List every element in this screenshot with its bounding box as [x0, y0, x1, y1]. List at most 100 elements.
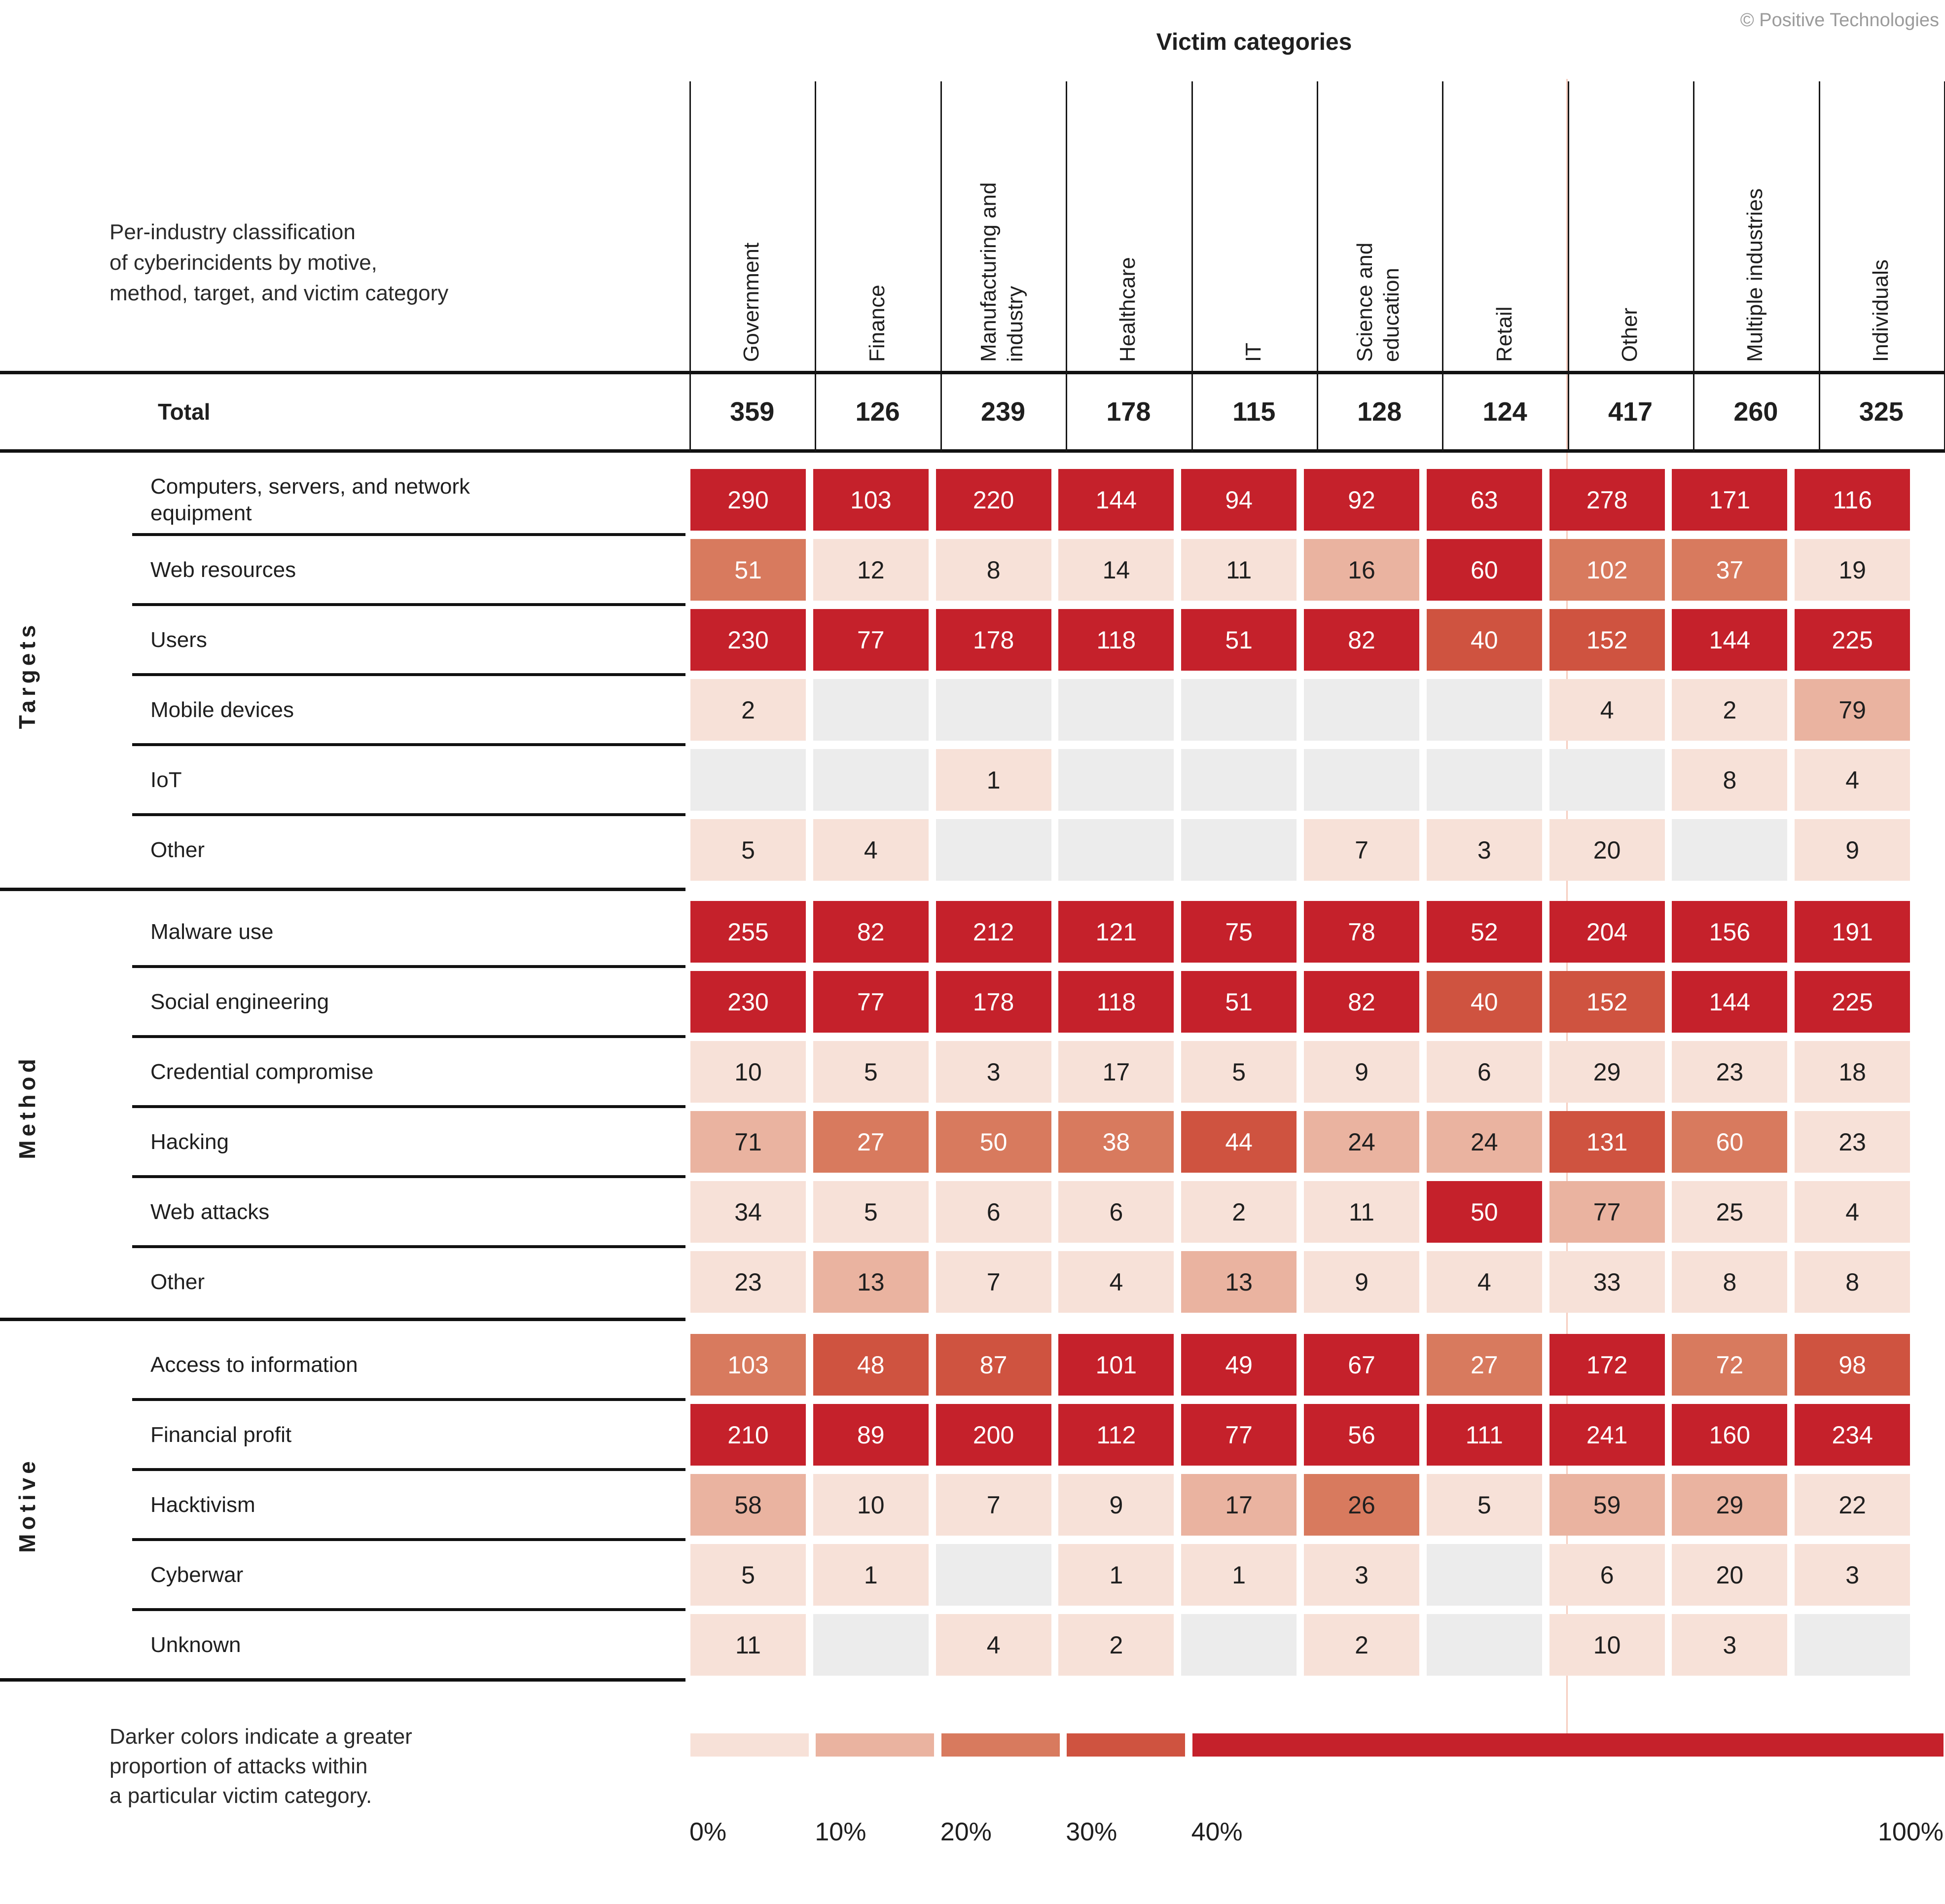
heatmap-cell: 63 [1426, 469, 1542, 531]
section-boundary-rule [0, 888, 685, 891]
heatmap-cell: 51 [690, 539, 806, 601]
heatmap-cell: 116 [1795, 469, 1910, 531]
heatmap-cell [936, 679, 1051, 741]
heatmap-cell: 4 [936, 1614, 1051, 1676]
heatmap-cell: 9 [1795, 819, 1910, 881]
row-separator-rule [132, 743, 685, 746]
heatmap-cell: 171 [1672, 469, 1788, 531]
heatmap-cell: 14 [1058, 539, 1174, 601]
heatmap-cell: 8 [1795, 1251, 1910, 1313]
column-header: Government [739, 242, 764, 362]
heatmap-cell [1304, 749, 1419, 811]
heatmap-cell [1672, 819, 1788, 881]
heatmap-cell: 4 [1426, 1251, 1542, 1313]
total-value: 178 [1106, 397, 1151, 427]
heatmap-cell: 4 [1058, 1251, 1174, 1313]
legend-percent-label: 0% [689, 1818, 727, 1846]
heatmap-cell: 77 [1181, 1404, 1297, 1466]
heatmap-cell: 37 [1672, 539, 1788, 601]
heatmap-cell: 178 [936, 971, 1051, 1033]
heatmap-cell [936, 819, 1051, 881]
heatmap-cell: 82 [1304, 609, 1419, 671]
heatmap-cell: 20 [1672, 1544, 1788, 1606]
heatmap-cell: 60 [1672, 1111, 1788, 1173]
heatmap-cell: 49 [1181, 1334, 1297, 1396]
total-row-bottom-rule [0, 449, 1945, 453]
heatmap-cell: 9 [1304, 1041, 1419, 1103]
heatmap-cell: 82 [813, 901, 929, 963]
heatmap-cell [813, 679, 929, 741]
row-label: Financial profit [150, 1422, 292, 1447]
heatmap-cell: 18 [1795, 1041, 1910, 1103]
heatmap-cell: 3 [1426, 819, 1542, 881]
heatmap-cell: 118 [1058, 971, 1174, 1033]
heatmap-cell: 98 [1795, 1334, 1910, 1396]
row-separator-rule [132, 1175, 685, 1178]
heatmap-cell: 255 [690, 901, 806, 963]
heatmap-cell: 7 [936, 1474, 1051, 1536]
heatmap-cell: 11 [1181, 539, 1297, 601]
total-row-label: Total [158, 399, 211, 425]
total-value: 260 [1733, 397, 1778, 427]
heatmap-cell: 25 [1672, 1181, 1788, 1243]
heatmap-cell: 103 [690, 1334, 806, 1396]
heatmap-cell: 27 [1426, 1334, 1542, 1396]
heatmap-cell: 144 [1058, 469, 1174, 531]
heatmap-cell: 23 [690, 1251, 806, 1313]
heatmap-cell: 200 [936, 1404, 1051, 1466]
heatmap-cell: 290 [690, 469, 806, 531]
heatmap-cell: 89 [813, 1404, 929, 1466]
heatmap-cell: 6 [1058, 1181, 1174, 1243]
heatmap-cell: 29 [1549, 1041, 1665, 1103]
column-separator-line [1191, 81, 1193, 452]
legend-percent-label: 100% [1878, 1818, 1944, 1846]
heatmap-cell: 17 [1058, 1041, 1174, 1103]
heatmap-cell [1181, 819, 1297, 881]
heatmap-cell: 4 [1795, 1181, 1910, 1243]
legend-color-segment [1192, 1733, 1944, 1757]
heatmap-cell: 92 [1304, 469, 1419, 531]
heatmap-cell: 8 [1672, 749, 1788, 811]
figure-description: Per-industry classification of cyberinci… [109, 220, 449, 305]
heatmap-cell: 5 [813, 1181, 929, 1243]
heatmap-cell: 2 [1058, 1614, 1174, 1676]
column-separator-line [1066, 81, 1068, 452]
row-label: Other [150, 1269, 205, 1294]
row-separator-rule [132, 1245, 685, 1248]
heatmap-cell: 38 [1058, 1111, 1174, 1173]
heatmap-cell: 6 [1426, 1041, 1542, 1103]
heatmap-cell: 112 [1058, 1404, 1174, 1466]
heatmap-cell [813, 1614, 929, 1676]
heatmap-cell: 234 [1795, 1404, 1910, 1466]
heatmap-cell: 40 [1426, 971, 1542, 1033]
row-separator-rule [132, 1608, 685, 1611]
legend-percent-label: 30% [1066, 1818, 1117, 1846]
total-value: 126 [855, 397, 900, 427]
legend-percent-label: 20% [940, 1818, 992, 1846]
heatmap-cell: 118 [1058, 609, 1174, 671]
heatmap-cell: 71 [690, 1111, 806, 1173]
heatmap-cell: 20 [1549, 819, 1665, 881]
row-label: Access to information [150, 1352, 358, 1377]
heatmap-cell: 156 [1672, 901, 1788, 963]
heatmap-cell: 2 [1304, 1614, 1419, 1676]
heatmap-cell [1426, 679, 1542, 741]
heatmap-cell: 50 [1426, 1181, 1542, 1243]
heatmap-cell: 241 [1549, 1404, 1665, 1466]
heatmap-cell: 9 [1304, 1251, 1419, 1313]
heatmap-cell: 77 [1549, 1181, 1665, 1243]
heatmap-cell: 4 [1549, 679, 1665, 741]
heatmap-cell: 56 [1304, 1404, 1419, 1466]
heatmap-cell: 17 [1181, 1474, 1297, 1536]
heatmap-cell: 13 [813, 1251, 929, 1313]
column-header: Multiple industries [1743, 188, 1767, 362]
column-separator-line [815, 81, 817, 452]
heatmap-cell: 59 [1549, 1474, 1665, 1536]
heatmap-cell: 3 [1672, 1614, 1788, 1676]
heatmap-cell: 1 [813, 1544, 929, 1606]
heatmap-cell: 102 [1549, 539, 1665, 601]
column-separator-line [940, 81, 942, 452]
heatmap-cell: 24 [1304, 1111, 1419, 1173]
row-label: Users [150, 627, 207, 652]
